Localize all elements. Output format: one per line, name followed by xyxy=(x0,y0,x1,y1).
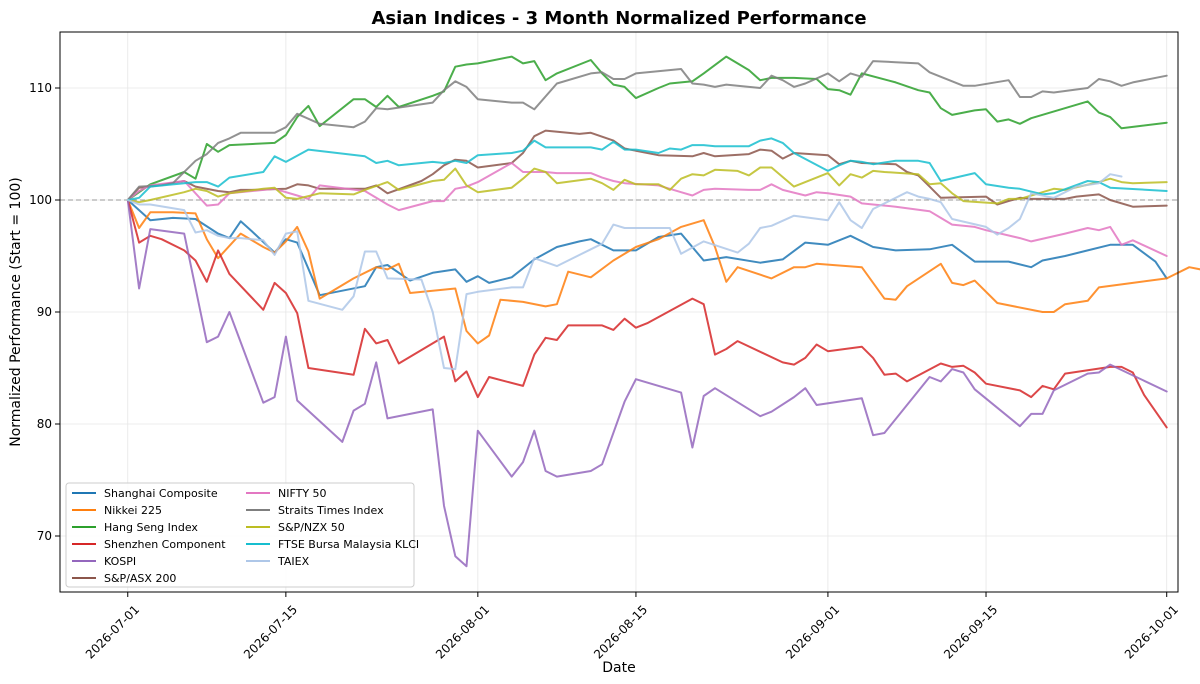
legend-label-kospi: KOSPI xyxy=(104,555,136,568)
legend-label-nifty-50: NIFTY 50 xyxy=(278,487,327,500)
x-tick-label: 2026-10-01 xyxy=(1122,602,1181,661)
legend-box xyxy=(65,482,415,588)
y-tick-label: 80 xyxy=(37,417,52,431)
chart-title: Asian Indices - 3 Month Normalized Perfo… xyxy=(371,8,866,29)
y-tick-label: 110 xyxy=(29,81,52,95)
legend-label-s-p-nzx-50: S&P/NZX 50 xyxy=(278,521,345,534)
legend: Shanghai Composite Nikkei 225 Hang Seng In… xyxy=(65,482,419,588)
series-line-straits-times-index xyxy=(126,60,1168,201)
legend-label-hang-seng-index: Hang Seng Index xyxy=(104,521,198,534)
y-tick-label: 90 xyxy=(37,305,52,319)
legend-label-shenzhen-component: Shenzhen Component xyxy=(104,538,226,551)
series-line-shenzhen-component xyxy=(126,199,1168,429)
series-group xyxy=(126,55,1200,568)
series-line-nikkei-225 xyxy=(126,199,1200,345)
legend-label-straits-times-index: Straits Times Index xyxy=(278,504,384,517)
y-tick-label: 70 xyxy=(37,529,52,543)
y-axis: 70 80 90 100 110 xyxy=(29,81,60,543)
y-axis-label: Normalized Performance (Start = 100) xyxy=(8,177,24,447)
series-line-hang-seng-index xyxy=(126,55,1168,201)
x-tick-label: 2026-07-01 xyxy=(83,602,142,661)
x-tick-label: 2026-07-15 xyxy=(241,602,300,661)
legend-label-ftse-bursa-malaysia-klci: FTSE Bursa Malaysia KLCI xyxy=(278,538,419,551)
legend-label-nikkei-225: Nikkei 225 xyxy=(104,504,162,517)
x-axis-label: Date xyxy=(602,660,635,676)
x-tick-label: 2026-08-01 xyxy=(433,602,492,661)
x-tick-label: 2026-09-01 xyxy=(783,602,842,661)
x-axis: 2026-07-01 2026-07-15 2026-08-01 2026-08-15… xyxy=(83,592,1181,662)
legend-label-shanghai-composite: Shanghai Composite xyxy=(104,487,218,500)
legend-label-s-p-asx-200: S&P/ASX 200 xyxy=(104,572,176,585)
y-tick-label: 100 xyxy=(29,193,52,207)
series-line-s-p-nzx-50 xyxy=(126,166,1168,205)
x-tick-label: 2026-09-15 xyxy=(941,602,1000,661)
series-line-kospi xyxy=(126,199,1168,568)
series-line-ftse-bursa-malaysia-klci xyxy=(126,137,1168,201)
x-tick-label: 2026-08-15 xyxy=(591,602,650,661)
legend-label-taiex: TAIEX xyxy=(277,555,310,568)
series-line-taiex xyxy=(126,173,1123,371)
